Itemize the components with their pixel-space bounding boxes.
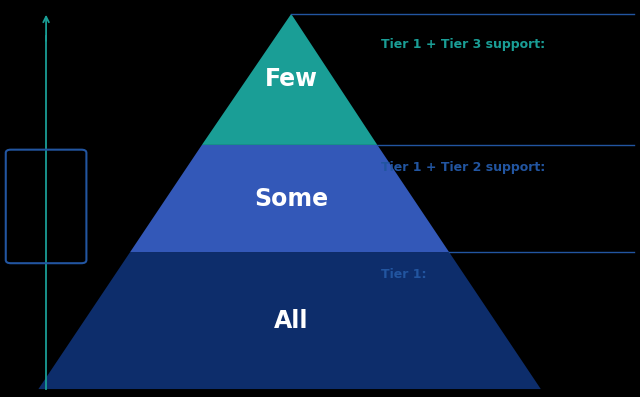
Polygon shape <box>202 14 378 145</box>
Polygon shape <box>130 145 449 252</box>
Text: Tier 1 + Tier 2 support:: Tier 1 + Tier 2 support: <box>381 161 545 174</box>
Text: Tier 1:: Tier 1: <box>381 268 426 281</box>
Text: Tier 1 + Tier 3 support:: Tier 1 + Tier 3 support: <box>381 38 545 51</box>
Text: All: All <box>274 308 308 333</box>
Text: Few: Few <box>265 67 317 91</box>
Text: Some: Some <box>254 187 328 210</box>
Polygon shape <box>38 252 541 389</box>
